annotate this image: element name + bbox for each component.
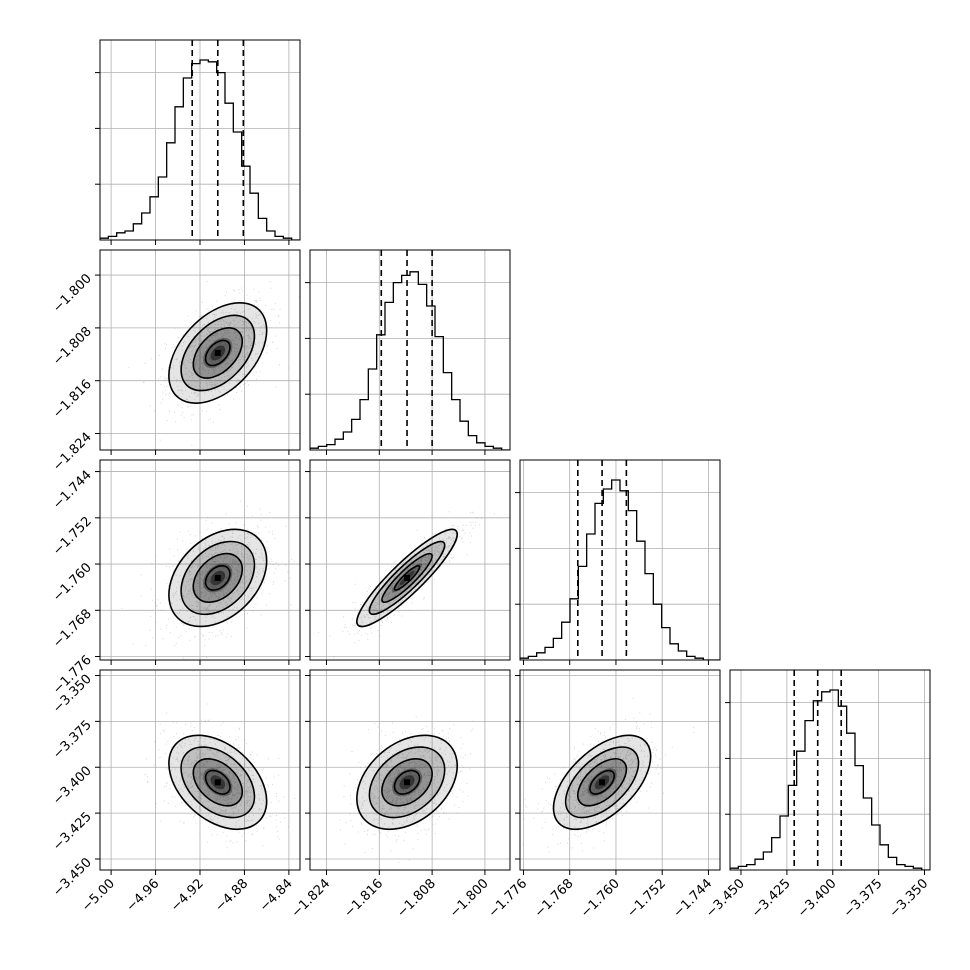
contour-1 [381, 758, 433, 807]
histogram-1 [310, 271, 510, 450]
x-tick-label: −1.760 [578, 876, 623, 921]
contour-3 [356, 734, 458, 831]
y-tick-label: −1.760 [50, 560, 95, 605]
contour-1 [381, 552, 433, 603]
x-tick-label: −1.808 [394, 876, 439, 921]
x-tick-label: −3.350 [887, 876, 932, 921]
y-tick-label: −1.752 [50, 514, 95, 559]
panel-2-1 [305, 459, 511, 665]
contour-3 [168, 528, 268, 628]
contour-2 [368, 746, 446, 819]
density-peak [404, 779, 411, 786]
contour-3 [552, 734, 652, 831]
x-tick-label: −4.92 [168, 876, 207, 915]
panel-frame [309, 459, 511, 661]
x-tick-label: −1.824 [289, 876, 334, 921]
panel-1-0: −1.824 −1.816 −1.808 −1.800 [50, 249, 301, 475]
histogram-0 [100, 59, 300, 240]
x-tick-label: −3.375 [841, 876, 886, 921]
contour-3 [168, 302, 268, 404]
y-tick-label: −3.400 [50, 763, 95, 808]
y-tick-label: −1.768 [50, 607, 95, 652]
density-peak [599, 779, 606, 786]
contour-2 [564, 746, 640, 819]
x-tick-label: −3.400 [795, 876, 840, 921]
panel-2-2 [515, 459, 721, 665]
panel-1-1 [305, 249, 511, 455]
x-tick-label: −4.88 [212, 876, 251, 915]
x-tick-label: −1.768 [532, 876, 577, 921]
contour-0 [204, 769, 231, 795]
histogram-3 [730, 689, 930, 870]
panel-0-0 [95, 39, 301, 245]
x-tick-label: −1.752 [624, 876, 669, 921]
x-tick-label: −1.800 [447, 876, 492, 921]
density-peak [404, 574, 411, 581]
contour-1 [192, 327, 244, 379]
y-tick-label: −1.824 [50, 430, 95, 475]
y-tick-label: −3.450 [50, 855, 95, 900]
density-peak [214, 779, 221, 786]
panel-3-3: −3.450 −3.425 −3.400 −3.375 −3.350 [703, 669, 932, 921]
density-peak [214, 574, 221, 581]
x-tick-label: −4.96 [124, 876, 163, 915]
histogram-2 [520, 479, 720, 660]
scatter-points [318, 511, 495, 658]
contour-0 [204, 564, 231, 591]
contour-2 [180, 746, 256, 819]
y-tick-label: −3.375 [50, 718, 95, 763]
contour-1 [192, 552, 244, 603]
contour-1 [192, 758, 244, 807]
x-tick-label: −3.425 [749, 876, 794, 921]
panel-frame [729, 669, 931, 871]
density-peak [214, 349, 221, 356]
x-tick-label: −1.816 [342, 876, 387, 921]
panel-frame [519, 459, 721, 661]
contour-0 [589, 769, 616, 795]
y-tick-label: −1.800 [50, 271, 95, 316]
contour-2 [180, 314, 256, 392]
panel-3-1: −1.824 −1.816 −1.808 −1.800 [289, 669, 511, 921]
contour-0 [204, 339, 231, 367]
panel-3-0: −5.00 −4.96 −4.92 −4.88 −4.84−3.450−3.425−3.… [50, 669, 301, 915]
contour-1 [577, 758, 628, 807]
panel-frame [309, 669, 511, 871]
panel-frame [309, 249, 511, 451]
contour-3 [168, 734, 268, 831]
scatter-points [121, 500, 295, 660]
contour-2 [180, 540, 256, 616]
panel-3-2: −1.776 −1.768 −1.760 −1.752 −1.744 [486, 669, 721, 921]
contour-0 [393, 769, 421, 795]
x-tick-label: −1.776 [486, 876, 531, 921]
x-tick-label: −5.00 [79, 876, 118, 915]
panel-frame [519, 669, 721, 871]
y-tick-label: −1.744 [50, 468, 95, 513]
panel-2-0: −1.776−1.768−1.760−1.752−1.744 [50, 459, 301, 697]
y-tick-label: −1.816 [50, 377, 95, 422]
contour-3 [356, 528, 458, 628]
y-tick-label: −3.425 [50, 809, 95, 854]
y-tick-label: −1.808 [50, 324, 95, 369]
contour-2 [368, 540, 446, 616]
scatter-points [128, 281, 300, 446]
